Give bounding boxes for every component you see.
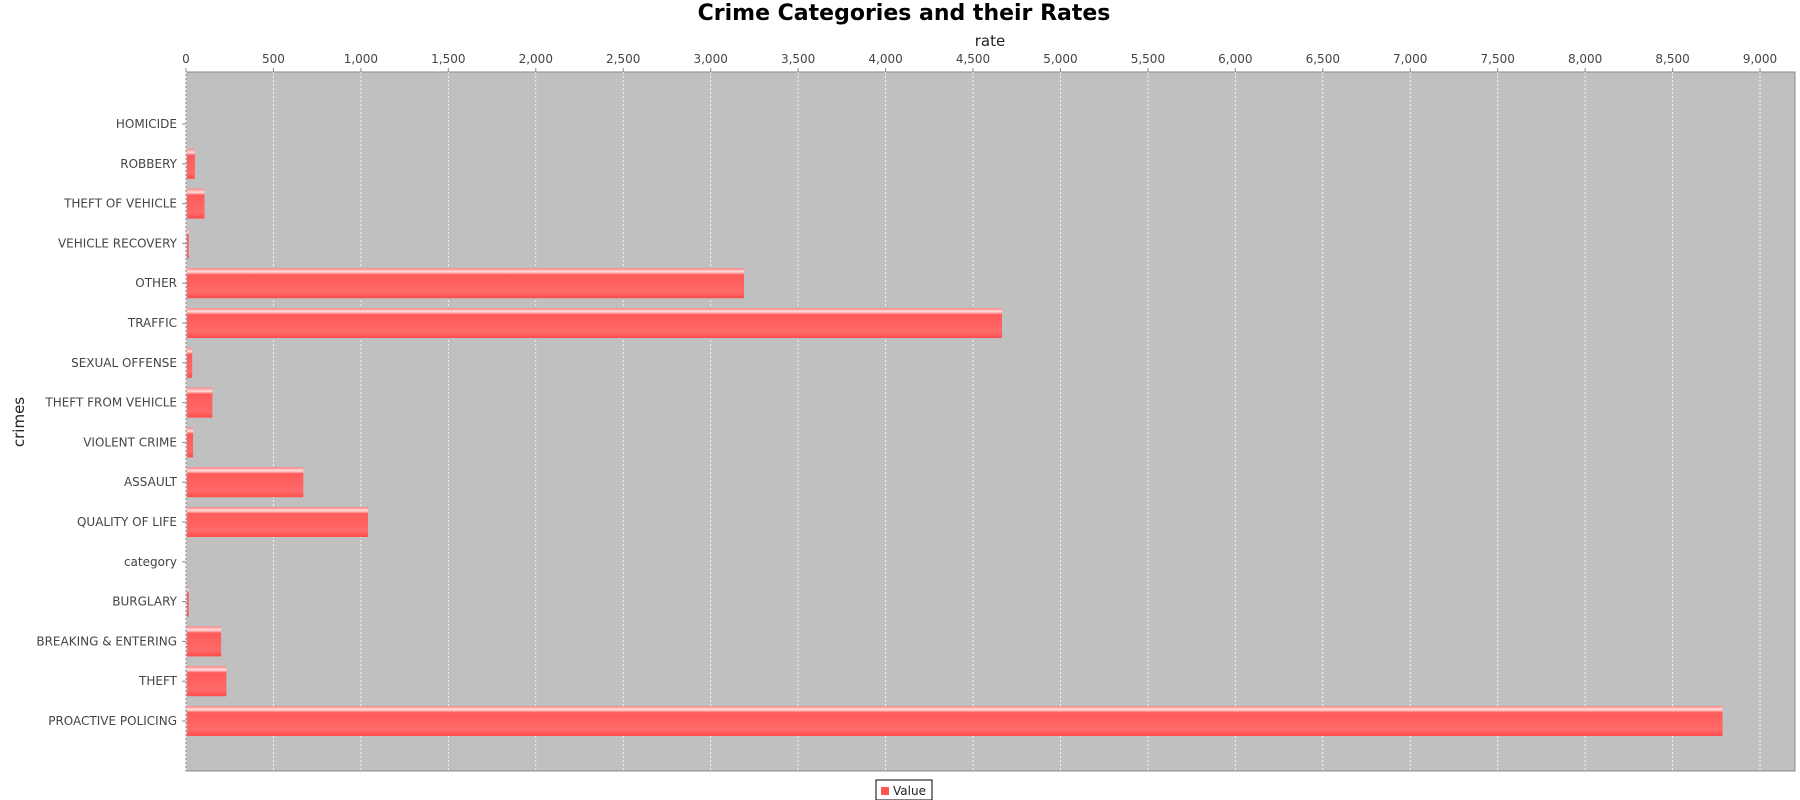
bar bbox=[187, 188, 205, 219]
bar bbox=[187, 387, 213, 418]
y-tick-label: ROBBERY bbox=[120, 157, 177, 171]
bars bbox=[187, 148, 1723, 736]
y-tick-label: HOMICIDE bbox=[116, 117, 177, 131]
legend: Value bbox=[875, 779, 933, 800]
x-tick-label: 4,500 bbox=[956, 52, 990, 66]
x-tick-label: 5,500 bbox=[1131, 52, 1165, 66]
bar bbox=[187, 148, 195, 179]
y-tick-label: BREAKING & ENTERING bbox=[36, 634, 177, 648]
y-tick-label: THEFT bbox=[138, 674, 178, 688]
x-tick-label: 7,000 bbox=[1393, 52, 1427, 66]
x-tick-label: 2,000 bbox=[519, 52, 553, 66]
bar bbox=[187, 228, 189, 259]
x-tick-label: 7,500 bbox=[1481, 52, 1515, 66]
bar bbox=[187, 268, 745, 299]
x-tick-label: 500 bbox=[262, 52, 285, 66]
x-tick-label: 1,000 bbox=[344, 52, 378, 66]
bar bbox=[187, 308, 1002, 338]
x-tick-label: 8,000 bbox=[1568, 52, 1602, 66]
bar bbox=[187, 586, 189, 617]
y-tick-label: BURGLARY bbox=[112, 595, 177, 609]
bar bbox=[187, 626, 222, 657]
x-tick-label: 6,000 bbox=[1218, 52, 1252, 66]
legend-swatch bbox=[881, 787, 889, 795]
x-tick-label: 1,500 bbox=[431, 52, 465, 66]
x-tick-label: 5,000 bbox=[1043, 52, 1077, 66]
x-tick-label: 6,500 bbox=[1306, 52, 1340, 66]
legend-label: Value bbox=[893, 784, 926, 798]
y-tick-label: SEXUAL OFFENSE bbox=[71, 356, 177, 370]
y-axis: HOMICIDE ROBBERY THEFT OF VEHICLE VEHICLE R… bbox=[36, 117, 186, 728]
x-tick-label: 9,000 bbox=[1743, 52, 1777, 66]
bar bbox=[187, 507, 369, 537]
legend-box bbox=[875, 779, 933, 800]
x-tick-label: 2,500 bbox=[606, 52, 640, 66]
y-tick-label: THEFT OF VEHICLE bbox=[63, 197, 177, 211]
y-tick-label: ASSAULT bbox=[124, 475, 178, 489]
plot-area bbox=[185, 71, 1796, 772]
y-axis-title: crimes bbox=[10, 397, 28, 447]
bar bbox=[187, 706, 1723, 736]
x-axis-title: rate bbox=[975, 32, 1005, 50]
y-tick-label: OTHER bbox=[135, 276, 177, 290]
y-tick-label: TRAFFIC bbox=[127, 316, 177, 330]
bar bbox=[187, 347, 193, 378]
y-tick-label: PROACTIVE POLICING bbox=[48, 714, 177, 728]
y-tick-label: THEFT FROM VEHICLE bbox=[44, 396, 177, 410]
grid-lines bbox=[185, 72, 1761, 771]
x-tick-label: 4,000 bbox=[868, 52, 902, 66]
y-tick-label: category bbox=[124, 555, 177, 569]
chart-title: Crime Categories and their Rates bbox=[698, 1, 1111, 26]
y-tick-label: VEHICLE RECOVERY bbox=[58, 236, 178, 250]
x-tick-label: 8,500 bbox=[1655, 52, 1689, 66]
y-tick-label: VIOLENT CRIME bbox=[83, 435, 177, 449]
x-tick-label: 0 bbox=[182, 52, 190, 66]
x-axis: 0 500 1,000 1,500 2,000 2,500 3,000 3,500 4,000 4… bbox=[182, 52, 1777, 72]
bar bbox=[187, 427, 194, 458]
bar bbox=[187, 467, 304, 498]
x-tick-label: 3,500 bbox=[781, 52, 815, 66]
y-tick-label: QUALITY OF LIFE bbox=[77, 515, 177, 529]
x-tick-label: 3,000 bbox=[693, 52, 727, 66]
bar bbox=[187, 666, 227, 697]
